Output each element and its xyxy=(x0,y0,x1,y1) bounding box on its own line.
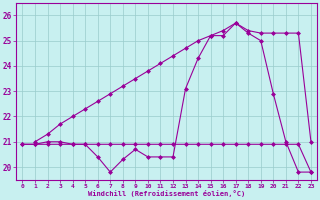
X-axis label: Windchill (Refroidissement éolien,°C): Windchill (Refroidissement éolien,°C) xyxy=(88,190,245,197)
